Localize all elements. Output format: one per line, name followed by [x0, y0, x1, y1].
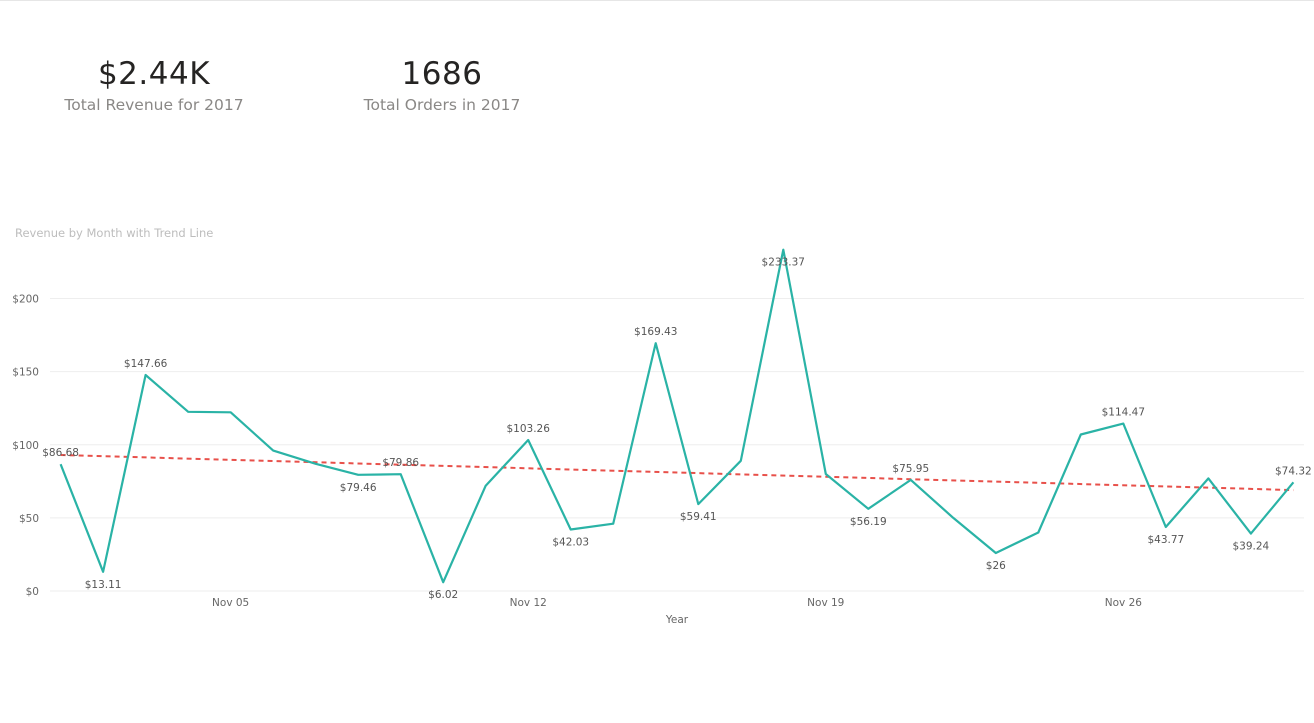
revenue-kpi-card: $2.44K Total Revenue for 2017 — [44, 54, 264, 114]
data-label: $233.37 — [762, 257, 805, 269]
data-label: $6.02 — [428, 589, 458, 601]
x-tick-label: Nov 26 — [1105, 597, 1143, 609]
data-label: $13.11 — [85, 579, 122, 591]
data-label: $169.43 — [634, 326, 677, 338]
revenue-kpi-value: $2.44K — [97, 56, 211, 92]
trend-line — [60, 453, 1294, 492]
orders-kpi-card: 1686 Total Orders in 2017 — [332, 54, 552, 114]
data-label: $79.46 — [340, 482, 377, 494]
data-label: $59.41 — [680, 511, 717, 523]
data-label: $39.24 — [1232, 541, 1269, 553]
data-label: $43.77 — [1147, 534, 1184, 546]
data-label: $42.03 — [552, 537, 589, 549]
top-border — [0, 0, 1314, 1]
data-label: $103.26 — [507, 423, 551, 435]
revenue-kpi-label: Total Revenue for 2017 — [64, 96, 244, 114]
data-label: $26 — [986, 560, 1006, 572]
x-tick-label: Nov 12 — [510, 597, 547, 609]
y-tick-label: $0 — [26, 586, 39, 598]
revenue-series-line — [59, 248, 1295, 584]
data-label: $147.66 — [124, 358, 168, 370]
chart-title: Revenue by Month with Trend Line — [15, 226, 214, 240]
y-tick-label: $150 — [12, 367, 39, 379]
y-tick-label: $50 — [19, 513, 39, 525]
x-axis-title: Year — [665, 614, 689, 626]
x-tick-label: Nov 05 — [212, 597, 249, 609]
data-label: $79.86 — [382, 457, 419, 469]
data-label: $56.19 — [850, 516, 887, 528]
x-axis-ticks: Nov 05 Nov 12 Nov 19 Nov 26 — [212, 597, 1142, 609]
x-tick-label: Nov 19 — [807, 597, 844, 609]
y-axis-ticks: $0 $50 $100 $150 $200 — [12, 294, 39, 599]
data-label: $74.32 — [1275, 465, 1312, 477]
data-label: $75.95 — [892, 463, 929, 475]
orders-kpi-label: Total Orders in 2017 — [363, 96, 521, 114]
y-tick-label: $100 — [12, 440, 39, 452]
y-tick-label: $200 — [12, 294, 39, 306]
gridlines — [50, 298, 1304, 592]
data-label: $86.68 — [42, 447, 79, 459]
data-label: $114.47 — [1102, 407, 1145, 419]
data-labels: $86.68 $13.11 $147.66 $79.46 $79.86 $6.02 $103… — [42, 257, 1311, 601]
orders-kpi-value: 1686 — [401, 56, 483, 92]
trend-line-group — [60, 453, 1294, 492]
series-group — [59, 248, 1295, 584]
